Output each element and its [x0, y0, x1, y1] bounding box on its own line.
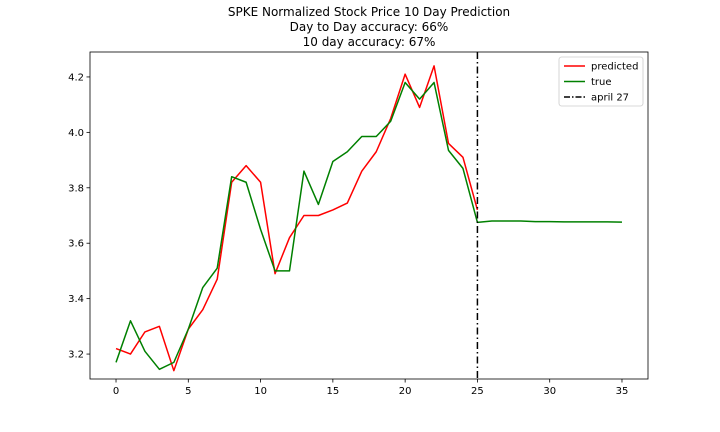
- x-tick-label: 5: [185, 386, 191, 397]
- y-tick-label: 3.8: [68, 183, 84, 194]
- title-line-0: SPKE Normalized Stock Price 10 Day Predi…: [228, 5, 510, 19]
- legend-box: [558, 56, 644, 107]
- x-tick-label: 0: [113, 386, 119, 397]
- plot-area: [115, 52, 622, 379]
- series-line-true: [115, 81, 622, 371]
- x-tick-label: 30: [543, 386, 556, 397]
- legend-label-predicted: predicted: [591, 62, 638, 73]
- y-tick-label: 3.4: [68, 294, 84, 305]
- title-line-2: 10 day accuracy: 67%: [303, 35, 436, 49]
- legend-label-april-27: april 27: [591, 93, 629, 104]
- x-tick-label: 35: [616, 386, 629, 397]
- x-tick-label: 10: [254, 386, 267, 397]
- x-tick-label: 25: [471, 386, 484, 397]
- y-tick-label: 4.0: [68, 128, 84, 139]
- axes-frame: [89, 51, 649, 380]
- y-tick-label: 4.2: [68, 72, 84, 83]
- legend: predicted true april 27: [558, 56, 644, 107]
- legend-label-true: true: [591, 77, 612, 88]
- axes: 0 5 10 15 20 25 30 35 3.2 3.4 3.6 3.8 4.0 4.2: [68, 51, 649, 397]
- title-line-1: Day to Day accuracy: 66%: [290, 20, 449, 34]
- x-tick-label: 15: [326, 386, 339, 397]
- y-tick-label: 3.6: [68, 239, 84, 250]
- series-line-predicted: [115, 65, 479, 372]
- x-tick-label: 20: [399, 386, 412, 397]
- y-tick-label: 3.2: [68, 350, 84, 361]
- chart-title: SPKE Normalized Stock Price 10 Day Predi…: [228, 5, 510, 49]
